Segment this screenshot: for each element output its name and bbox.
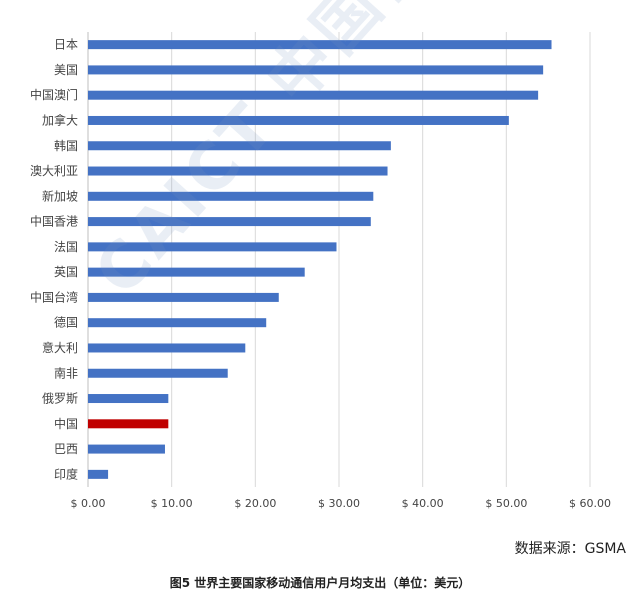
figure-caption: 图5 世界主要国家移动通信用户月均支出（单位：美元）: [169, 576, 471, 590]
x-tick-label: $ 30.00: [318, 497, 360, 510]
x-tick-label: $ 20.00: [234, 497, 276, 510]
bar: [88, 469, 109, 479]
category-label: 南非: [54, 365, 78, 380]
category-label: 中国: [54, 416, 78, 431]
bar: [88, 166, 388, 176]
bar: [88, 65, 544, 75]
bar: [88, 90, 539, 100]
category-label: 韩国: [54, 138, 78, 153]
bar: [88, 191, 374, 201]
bar: [88, 115, 509, 125]
category-label: 巴西: [54, 442, 78, 456]
category-label: 中国澳门: [30, 87, 78, 102]
category-label: 美国: [54, 63, 78, 77]
category-label: 德国: [54, 315, 78, 330]
category-label: 中国台湾: [30, 289, 78, 304]
bar: [88, 343, 246, 353]
grid-lines: [87, 32, 591, 487]
data-source: 数据来源：GSMA: [514, 541, 626, 557]
category-label: 印度: [54, 466, 78, 481]
bar: [88, 242, 337, 252]
category-label: 意大利: [42, 340, 78, 355]
x-tick-label: $ 50.00: [485, 497, 527, 510]
category-label: 中国香港: [30, 214, 78, 229]
bar: [88, 368, 228, 378]
x-tick-label: $ 60.00: [569, 497, 611, 510]
bar: [88, 292, 279, 302]
category-label: 俄罗斯: [42, 392, 78, 406]
category-label: 新加坡: [42, 188, 78, 203]
category-label: 加拿大: [42, 112, 78, 127]
bar: [88, 217, 371, 227]
bar: [88, 444, 165, 454]
bar: [88, 40, 552, 50]
bar: [88, 419, 169, 429]
bar: [88, 267, 305, 277]
x-tick-label: $ 40.00: [402, 497, 444, 510]
category-label: 法国: [54, 240, 78, 254]
x-tick-labels: $ 0.00 $ 10.00 $ 20.00 $ 30.00 $ 40.00 $ 50.0…: [71, 497, 612, 510]
category-labels: 日本美国中国澳门加拿大韩国澳大利亚新加坡中国香港法国英国中国台湾德国意大利南非俄…: [30, 38, 78, 482]
bar-chart: 日本美国中国澳门加拿大韩国澳大利亚新加坡中国香港法国英国中国台湾德国意大利南非俄…: [30, 32, 612, 510]
x-tick-label: $ 0.00: [71, 497, 106, 510]
category-label: 日本: [54, 38, 78, 52]
category-label: 英国: [54, 265, 78, 279]
bar: [88, 318, 267, 328]
category-label: 澳大利亚: [30, 164, 78, 178]
x-tick-label: $ 10.00: [151, 497, 193, 510]
bar: [88, 141, 391, 151]
bar: [88, 394, 169, 404]
bars: [88, 40, 552, 479]
